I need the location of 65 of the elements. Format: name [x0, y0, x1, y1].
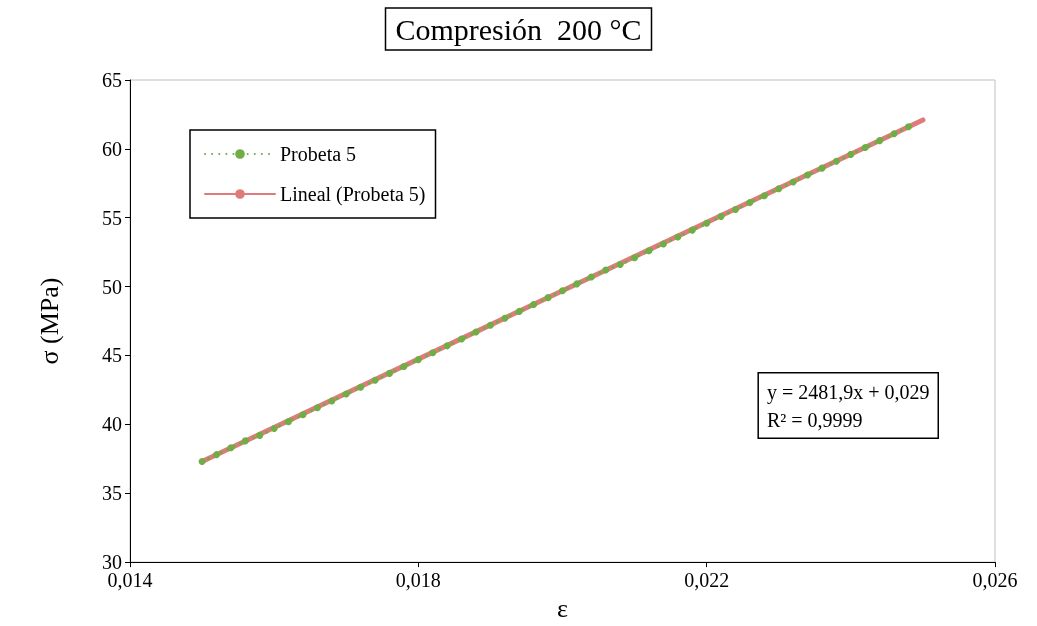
- point: [832, 157, 840, 165]
- point: [905, 123, 912, 131]
- point: [775, 185, 783, 193]
- point: [313, 404, 321, 412]
- chart-title: Compresión 200 °C: [395, 12, 642, 46]
- point: [703, 219, 711, 227]
- point: [890, 130, 898, 138]
- point: [559, 287, 566, 295]
- annotation: y = 2481,9x + 0,029: [766, 380, 930, 404]
- point: [674, 233, 682, 241]
- point: [544, 294, 552, 302]
- point: [458, 335, 466, 343]
- point: [198, 458, 206, 466]
- point: [717, 212, 725, 220]
- y-tick-label: 55: [102, 206, 122, 229]
- y-tick-label: 65: [102, 69, 122, 91]
- point: [213, 451, 220, 459]
- y-tick-label: 45: [102, 344, 122, 367]
- point: [876, 137, 884, 145]
- point: [443, 342, 451, 350]
- point: [659, 240, 667, 248]
- y-axis-title: σ (MPa): [34, 277, 64, 365]
- point: [400, 363, 408, 370]
- point: [227, 444, 235, 452]
- point: [429, 349, 437, 357]
- point: [270, 424, 278, 432]
- y-tick-label: 50: [102, 275, 122, 298]
- point: [414, 356, 422, 364]
- point: [299, 411, 307, 419]
- point: [530, 301, 538, 309]
- annotation: R² = 0,9999: [766, 408, 863, 431]
- legend-label: Lineal (Probeta 5): [280, 183, 426, 206]
- y-tick-label: 40: [102, 413, 122, 436]
- x-axis-title: ε: [557, 593, 569, 623]
- y-tick-label: 35: [102, 482, 122, 505]
- point: [386, 369, 393, 377]
- x-tick-label: 0,026: [972, 569, 1018, 592]
- x-tick-label: 0,022: [684, 569, 730, 592]
- point: [371, 376, 379, 384]
- point: [342, 390, 350, 398]
- point: [256, 431, 264, 439]
- point: [587, 273, 595, 281]
- point: [486, 321, 494, 329]
- point: [573, 280, 581, 288]
- point: [804, 171, 812, 179]
- point: [515, 307, 523, 315]
- point: [645, 247, 653, 255]
- point: [241, 437, 249, 445]
- point: [861, 144, 869, 151]
- legend-label: Probeta 5: [280, 143, 357, 165]
- x-tick-label: 0,018: [395, 569, 441, 592]
- point: [357, 383, 365, 391]
- point: [688, 226, 696, 234]
- point: [631, 254, 639, 262]
- point: [501, 314, 509, 322]
- y-tick-label: 60: [102, 137, 122, 160]
- point: [328, 397, 336, 405]
- point: [789, 178, 797, 186]
- point: [760, 192, 768, 200]
- point: [746, 199, 754, 207]
- point: [602, 266, 610, 274]
- point: [285, 418, 293, 426]
- point: [732, 205, 739, 213]
- point: [847, 150, 855, 158]
- point: [616, 261, 624, 269]
